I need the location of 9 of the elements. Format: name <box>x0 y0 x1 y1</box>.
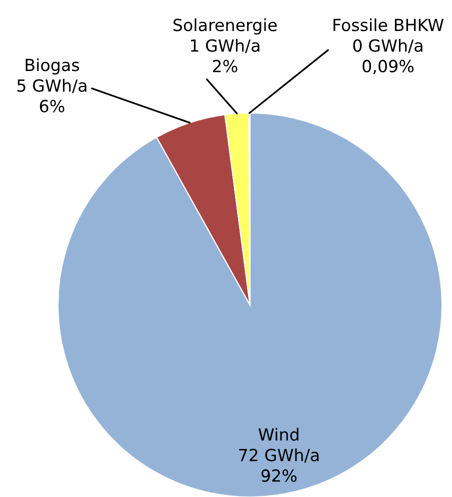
slice-label: Biogas <box>26 58 80 74</box>
pie-slice <box>57 112 443 497</box>
data-label: 1 GWh/a 2% <box>190 38 260 72</box>
data-label: 0 GWh/a 0,09% <box>353 38 422 74</box>
slice-label: Solarenergie <box>174 18 277 34</box>
data-label: 5 GWh/a 6% <box>17 78 86 112</box>
data-label: 72 GWh/a 92% <box>239 448 319 482</box>
slice-label: Wind <box>258 428 298 441</box>
slice-label: Fossile BHKW <box>334 18 444 32</box>
